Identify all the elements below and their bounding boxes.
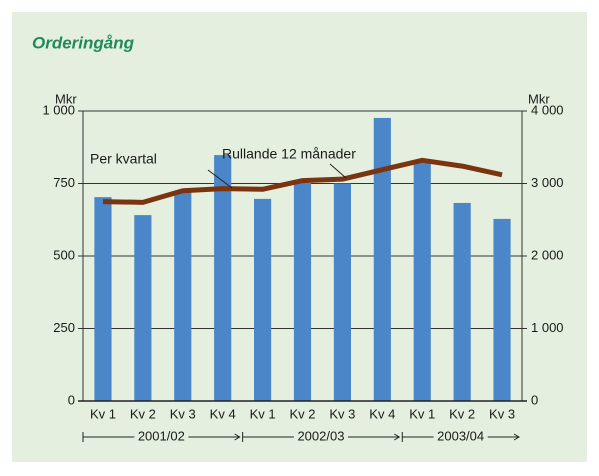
bar — [333, 183, 351, 401]
series-annotation: Per kvartal — [90, 151, 157, 167]
bar — [94, 197, 112, 401]
bar — [214, 155, 232, 401]
y2-tick-label: 3 000 — [531, 175, 564, 190]
y2-tick-label: 0 — [531, 392, 538, 407]
x-group-label: 2003/04 — [437, 428, 484, 443]
x-tick-label: Kv 2 — [449, 406, 475, 421]
y-tick-label: 750 — [53, 175, 75, 190]
bar — [413, 162, 431, 401]
x-tick-label: Kv 3 — [170, 406, 196, 421]
x-group-label: 2002/03 — [297, 428, 344, 443]
group-arrow — [394, 433, 401, 441]
x-tick-label: Kv 2 — [289, 406, 315, 421]
annotation-leader — [207, 169, 233, 189]
x-tick-label: Kv 3 — [329, 406, 355, 421]
y-axis-label: Mkr — [55, 91, 77, 106]
y2-tick-label: 2 000 — [531, 247, 564, 262]
x-tick-label: Kv 4 — [369, 406, 395, 421]
y2-tick-label: 1 000 — [531, 320, 564, 335]
annotation-leader — [329, 163, 347, 179]
y-tick-label: 0 — [68, 392, 75, 407]
bar — [493, 218, 511, 401]
x-tick-label: Kv 4 — [210, 406, 236, 421]
series-annotation: Rullande 12 månader — [222, 146, 356, 162]
bar — [134, 215, 152, 401]
x-group-label: 2001/02 — [138, 428, 185, 443]
bar — [453, 202, 471, 401]
y-tick-label: 1 000 — [42, 102, 75, 117]
y2-axis-label: Mkr — [528, 91, 550, 106]
chart-title: Orderingång — [32, 33, 135, 52]
x-tick-label: Kv 1 — [90, 406, 116, 421]
bar — [174, 192, 192, 401]
y2-tick-label: 4 000 — [531, 102, 564, 117]
group-arrow — [513, 433, 520, 441]
line-series — [102, 157, 503, 205]
x-tick-label: Kv 3 — [489, 406, 515, 421]
x-tick-label: Kv 1 — [409, 406, 435, 421]
group-arrow — [234, 433, 241, 441]
bar — [373, 117, 391, 402]
x-tick-label: Kv 1 — [250, 406, 276, 421]
x-tick-label: Kv 2 — [130, 406, 156, 421]
bar — [293, 182, 312, 401]
y-tick-label: 250 — [53, 320, 75, 335]
bar — [254, 198, 272, 401]
y-tick-label: 500 — [53, 247, 75, 262]
